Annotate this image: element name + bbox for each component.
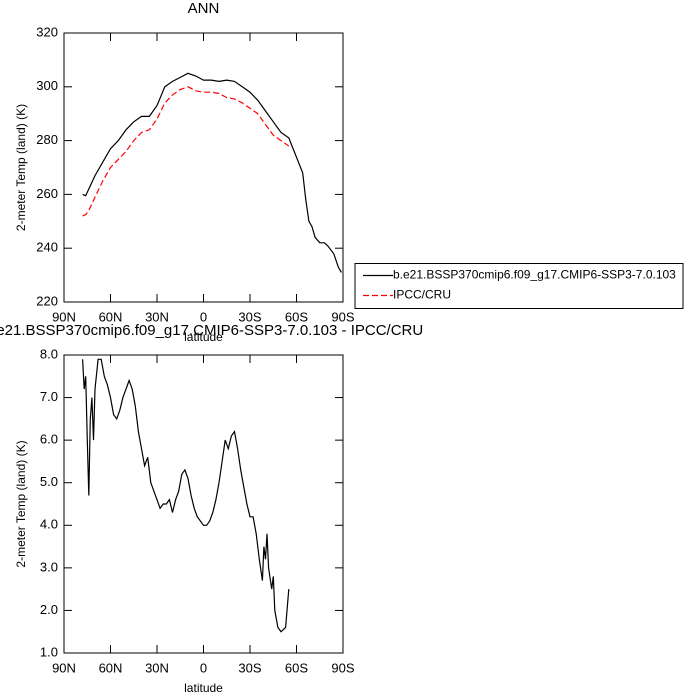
plot-frame [63,32,344,303]
x-tick-label: 0 [200,309,207,324]
x-tick-label: 30S [238,660,261,675]
x-tick-label: 90N [52,660,76,675]
x-tick-label: 90S [331,309,354,324]
y-axis-title: 2-meter Temp (land) (K) [14,440,28,567]
y-tick-label: 5.0 [40,474,58,489]
data-line [82,72,342,273]
data-line [82,358,290,633]
y-tick-label: 2.0 [40,602,58,617]
plot-frame [63,354,344,654]
x-axis-title: latitude [184,681,223,695]
x-tick-label: 0 [200,660,207,675]
legend-box [354,263,684,309]
chart-title: ANN [188,0,220,17]
y-tick-label: 6.0 [40,432,58,447]
y-tick-label: 260 [36,186,58,201]
y-tick-label: 3.0 [40,559,58,574]
y-axis-title: 2-meter Temp (land) (K) [14,104,28,231]
y-tick-label: 300 [36,78,58,93]
y-tick-label: 4.0 [40,517,58,532]
x-tick-label: 90N [52,309,76,324]
x-tick-label: 30N [145,660,169,675]
x-tick-label: 90S [331,660,354,675]
y-tick-label: 7.0 [40,389,58,404]
x-axis-title: latitude [184,330,223,344]
x-tick-label: 60S [285,309,308,324]
x-tick-label: 60N [99,309,123,324]
y-tick-label: 280 [36,132,58,147]
y-tick-label: 220 [36,293,58,308]
chart-title: b.e21.BSSP370cmip6.f09_g17.CMIP6-SSP3-7.… [0,322,423,339]
legend-label: b.e21.BSSP370cmip6.f09_g17.CMIP6-SSP3-7.… [393,268,676,282]
y-tick-label: 8.0 [40,346,58,361]
x-tick-label: 30N [145,309,169,324]
x-tick-label: 30S [238,309,261,324]
legend-label: IPCC/CRU [393,288,451,302]
x-tick-label: 60N [99,660,123,675]
data-line [82,86,290,217]
y-tick-label: 320 [36,24,58,39]
x-tick-label: 60S [285,660,308,675]
y-tick-label: 1.0 [40,644,58,659]
y-tick-label: 240 [36,240,58,255]
